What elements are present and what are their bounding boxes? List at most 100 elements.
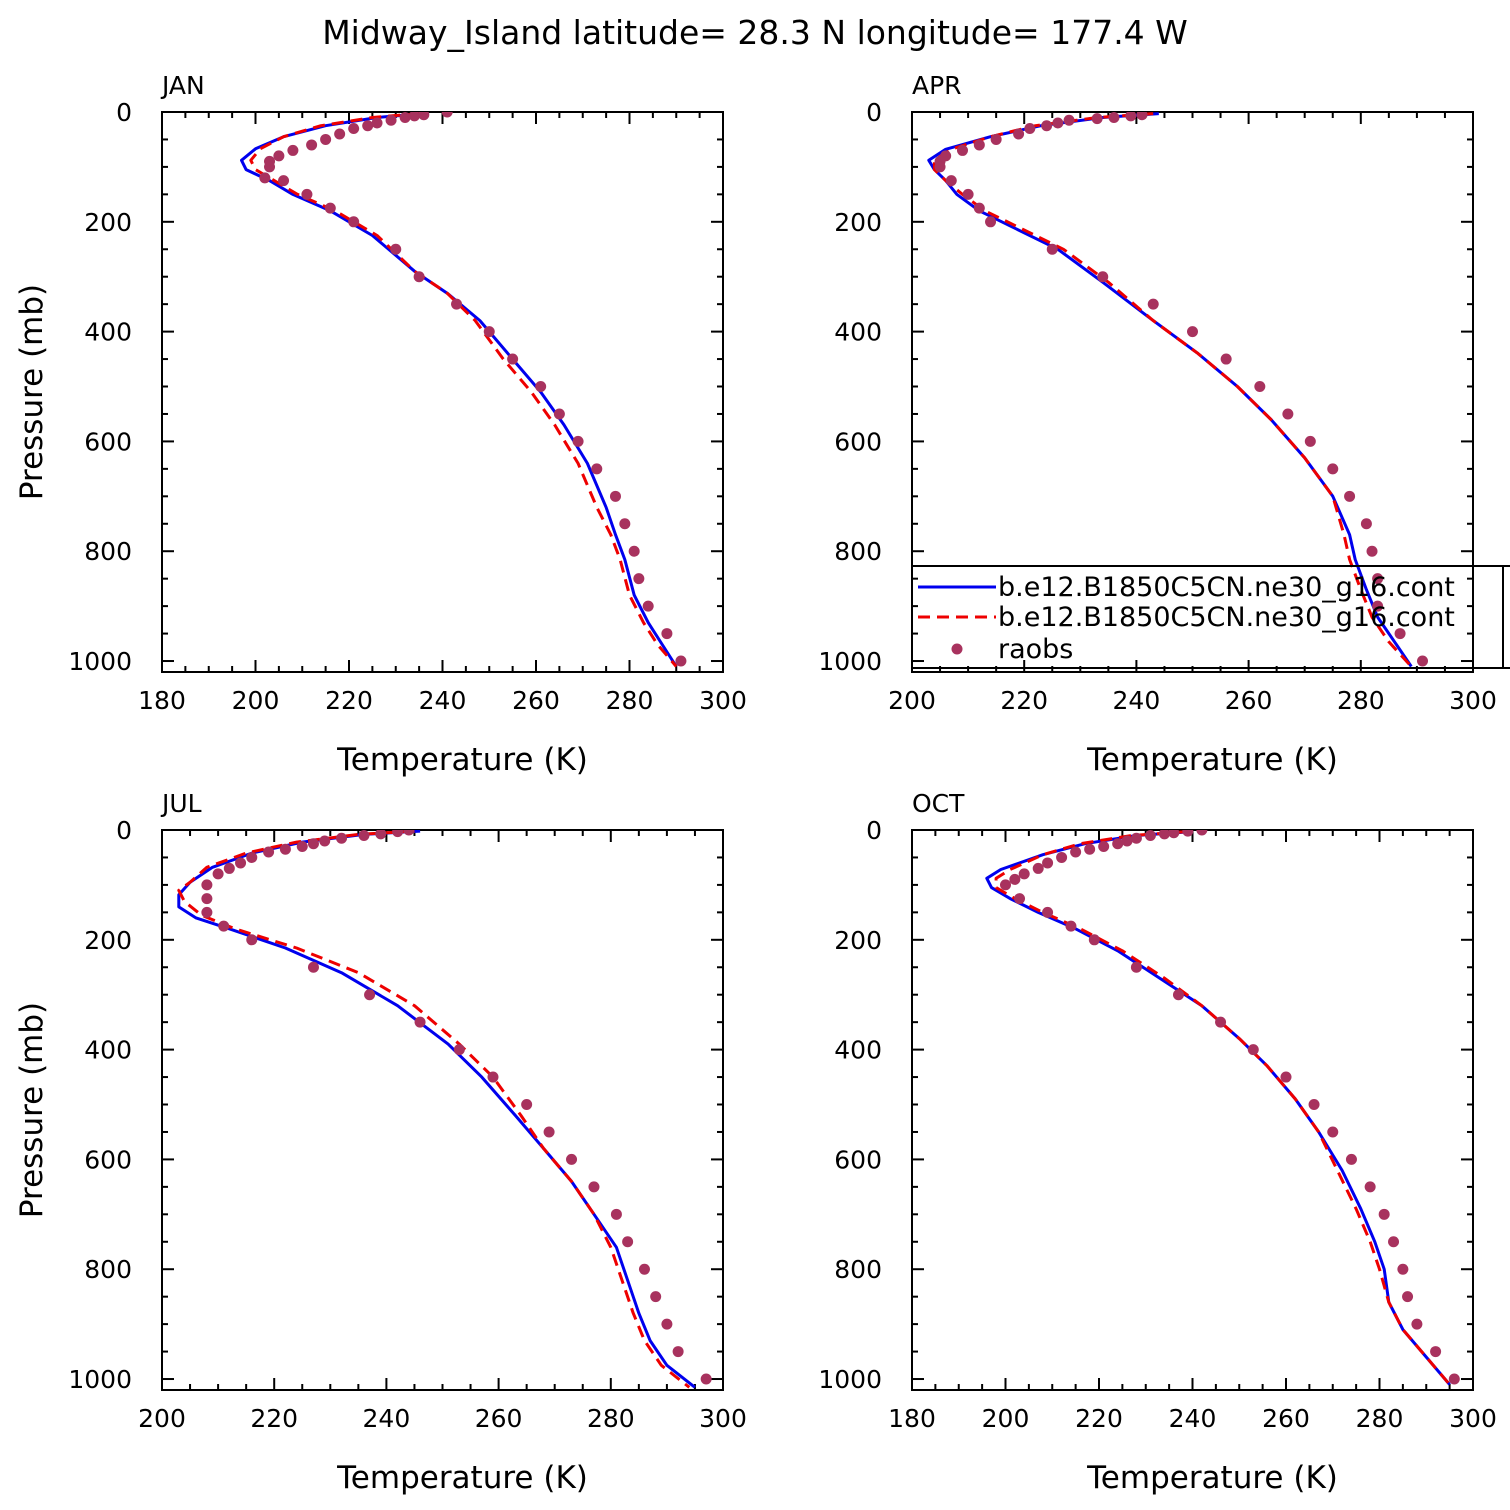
- x-tick-label: 300: [699, 1404, 747, 1433]
- raobs-point: [1282, 408, 1294, 420]
- x-tick-label: 280: [606, 686, 654, 715]
- raobs-point: [264, 161, 276, 173]
- raobs-point: [362, 120, 374, 132]
- raobs-point: [628, 545, 640, 557]
- raobs-point: [320, 133, 332, 145]
- panel-title: OCT: [912, 789, 965, 818]
- raobs-point: [235, 857, 247, 869]
- x-axis-title: Temperature (K): [336, 742, 588, 778]
- x-tick-label: 260: [512, 686, 560, 715]
- raobs-point: [1065, 920, 1077, 932]
- raobs-point: [1366, 545, 1378, 557]
- y-tick-label: 800: [834, 537, 882, 566]
- data-layer: [927, 112, 1429, 668]
- panel-title: JAN: [160, 71, 205, 100]
- raobs-point: [675, 655, 687, 667]
- x-tick-label: 260: [1225, 686, 1273, 715]
- raobs-point: [572, 435, 584, 447]
- raobs-point: [1388, 1236, 1400, 1248]
- raobs-point: [1136, 112, 1148, 121]
- raobs-point: [1056, 851, 1068, 863]
- x-tick-label: 260: [1262, 1404, 1310, 1433]
- data-layer: [985, 830, 1460, 1386]
- raobs-point: [336, 832, 348, 844]
- y-tick-label: 800: [84, 1255, 132, 1284]
- raobs-point: [1088, 934, 1100, 946]
- raobs-point: [1091, 113, 1103, 125]
- raobs-point: [1125, 112, 1137, 122]
- raobs-point: [453, 1044, 465, 1056]
- raobs-point: [1130, 961, 1142, 973]
- raobs-point: [278, 175, 290, 187]
- x-tick-label: 300: [1449, 686, 1497, 715]
- raobs-point: [1308, 1099, 1320, 1111]
- raobs-point: [1448, 1373, 1460, 1385]
- raobs-point: [566, 1153, 578, 1165]
- x-tick-label: 220: [1075, 1404, 1123, 1433]
- x-tick-label: 300: [1449, 1404, 1497, 1433]
- raobs-point: [307, 961, 319, 973]
- panel-title: APR: [912, 71, 962, 100]
- data-layer: [240, 112, 687, 668]
- raobs-point: [273, 150, 285, 162]
- x-tick-label: 280: [1337, 686, 1385, 715]
- raobs-point: [371, 117, 383, 129]
- raobs-point: [1182, 830, 1194, 837]
- legend-marker-raobs: [951, 643, 963, 655]
- raobs-point: [1042, 857, 1054, 869]
- raobs-point: [1112, 838, 1124, 850]
- raobs-point: [1372, 573, 1384, 585]
- y-tick-label: 200: [834, 926, 882, 955]
- raobs-point: [1042, 906, 1054, 918]
- raobs-point: [287, 144, 299, 156]
- raobs-point: [1402, 1291, 1414, 1303]
- y-tick-label: 800: [84, 537, 132, 566]
- panel-oct: 180 200 220 240 260 280 300 0 200 400 600 800 1000 OC…: [818, 789, 1496, 1496]
- y-tick-label: 400: [84, 1036, 132, 1065]
- raobs-point: [642, 600, 654, 612]
- raobs-point: [1168, 830, 1180, 839]
- raobs-point: [1147, 298, 1159, 310]
- y-tick-label: 0: [116, 816, 132, 845]
- y-tick-label: 0: [116, 98, 132, 127]
- raobs-point: [451, 298, 463, 310]
- raobs-point: [1041, 120, 1053, 132]
- raobs-point: [1063, 114, 1075, 126]
- raobs-point: [1304, 435, 1316, 447]
- raobs-point: [418, 112, 430, 121]
- raobs-point: [1018, 868, 1030, 880]
- raobs-point: [201, 879, 213, 891]
- raobs-point: [990, 133, 1002, 145]
- y-tick-label: 0: [866, 816, 882, 845]
- raobs-point: [1417, 655, 1429, 667]
- raobs-point: [1196, 830, 1208, 836]
- raobs-point: [1394, 628, 1406, 640]
- raobs-point: [672, 1346, 684, 1358]
- raobs-point: [1070, 846, 1082, 858]
- raobs-point: [1378, 1208, 1390, 1220]
- raobs-point: [413, 271, 425, 283]
- raobs-point: [543, 1126, 555, 1138]
- raobs-point: [1032, 862, 1044, 874]
- raobs-point: [521, 1099, 533, 1111]
- raobs-point: [1098, 840, 1110, 852]
- raobs-point: [1097, 271, 1109, 283]
- raobs-point: [399, 112, 411, 123]
- x-tick-label: 200: [138, 1404, 186, 1433]
- raobs-point: [945, 175, 957, 187]
- y-axis-title: Pressure (mb): [14, 284, 50, 500]
- y-axis-title: Pressure (mb): [14, 1002, 50, 1218]
- raobs-point: [319, 835, 331, 847]
- raobs-point: [348, 122, 360, 134]
- raobs-point: [385, 114, 397, 126]
- x-tick-label: 200: [888, 686, 936, 715]
- x-tick-label: 300: [699, 686, 747, 715]
- raobs-point: [591, 463, 603, 475]
- raobs-point: [661, 1318, 673, 1330]
- raobs-point: [553, 408, 565, 420]
- raobs-point: [661, 628, 673, 640]
- raobs-point: [1344, 490, 1356, 502]
- raobs-point: [1084, 843, 1096, 855]
- raobs-point: [588, 1181, 600, 1193]
- raobs-point: [1327, 463, 1339, 475]
